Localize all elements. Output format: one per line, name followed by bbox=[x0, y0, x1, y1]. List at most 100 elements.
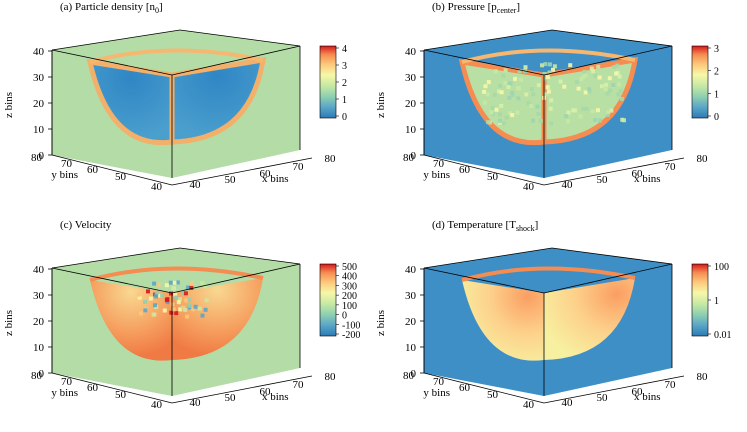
x-tick-label: 80 bbox=[697, 371, 709, 383]
speckle-cell bbox=[597, 75, 602, 80]
speckle-cell bbox=[542, 72, 547, 77]
top-face bbox=[424, 248, 672, 293]
speckle-cell bbox=[152, 281, 157, 286]
speckle-cell bbox=[154, 294, 158, 299]
speckle-cell bbox=[581, 106, 586, 111]
speckle-cell bbox=[137, 295, 142, 300]
speckle-cell bbox=[598, 118, 602, 123]
speckle-cell bbox=[171, 307, 176, 312]
x-tick-label: 80 bbox=[697, 153, 709, 165]
speckle-cell bbox=[499, 103, 504, 108]
speckle-cell bbox=[489, 110, 494, 115]
speckle-cell bbox=[543, 76, 548, 81]
y-tick-label: 80 bbox=[31, 152, 43, 164]
speckle-cell bbox=[494, 107, 499, 112]
x-tick-label: 40 bbox=[190, 397, 202, 409]
y-tick-label: 80 bbox=[31, 370, 43, 382]
cube-edge bbox=[179, 247, 301, 265]
shell-right bbox=[172, 278, 263, 360]
speckle-cell bbox=[617, 74, 622, 79]
colorbar-tick-label: 4 bbox=[342, 44, 347, 55]
speckle-cell bbox=[566, 119, 571, 124]
speckle-cell bbox=[596, 64, 601, 69]
speckle-cell bbox=[153, 303, 157, 308]
speckle-cell bbox=[203, 284, 208, 289]
z-tick-label: 30 bbox=[33, 72, 45, 84]
x-tick-label: 60 bbox=[632, 386, 644, 398]
y-tick-label: 40 bbox=[523, 399, 535, 411]
z-tick-label: 0 bbox=[411, 368, 417, 380]
speckle-cell bbox=[156, 282, 161, 287]
speckle-cell bbox=[523, 65, 528, 70]
cube-edge bbox=[551, 29, 673, 47]
shell-left bbox=[462, 280, 544, 361]
speckle-cell bbox=[596, 108, 600, 113]
speckle-cell bbox=[493, 69, 498, 74]
speckle-cell bbox=[612, 65, 617, 69]
panel-3: (c) Velocity 0 10 20 30 40 z bins 40 50 60 70 80 y b… bbox=[3, 219, 360, 411]
speckle-cell bbox=[507, 95, 512, 100]
speckle-cell bbox=[486, 120, 491, 125]
speckle-cell bbox=[516, 96, 521, 101]
y-axis-label: y bins bbox=[51, 169, 78, 181]
z-axis-label: z bins bbox=[375, 310, 387, 336]
speckle-cell bbox=[191, 307, 196, 312]
speckle-cell bbox=[501, 73, 506, 78]
speckle-cell bbox=[549, 98, 554, 103]
colorbar bbox=[319, 45, 337, 119]
speckle-cell bbox=[486, 80, 491, 85]
z-tick-label: 20 bbox=[405, 98, 417, 110]
speckle-cell bbox=[181, 290, 186, 295]
speckle-cell bbox=[187, 298, 192, 303]
speckle-cell bbox=[591, 69, 596, 74]
speckle-cell bbox=[538, 118, 543, 123]
speckle-cell bbox=[571, 108, 576, 113]
colorbar-tick-label: 2 bbox=[342, 78, 347, 89]
shell-rim bbox=[89, 48, 264, 64]
colorbar-tick-label: 3 bbox=[342, 61, 347, 72]
y-tick-label: 60 bbox=[87, 382, 99, 394]
z-axis-label: z bins bbox=[3, 92, 15, 118]
speckle-cell bbox=[137, 292, 141, 297]
speckle-cell bbox=[531, 118, 536, 123]
speckle-cell bbox=[504, 115, 509, 120]
colorbar-tick-label: 2 bbox=[714, 67, 719, 78]
colorbar bbox=[319, 263, 337, 337]
speckle-cell bbox=[506, 81, 511, 86]
speckle-cell bbox=[506, 85, 511, 90]
speckle-cell bbox=[482, 100, 487, 105]
y-tick-label: 80 bbox=[403, 370, 415, 382]
speckle-cell bbox=[558, 79, 563, 84]
x-axis-line bbox=[171, 157, 313, 186]
speckle-cell bbox=[197, 306, 202, 311]
speckle-cell bbox=[169, 310, 174, 315]
speckle-cell bbox=[485, 92, 490, 97]
z-tick-label: 0 bbox=[411, 150, 417, 162]
shell-rim bbox=[89, 266, 264, 282]
speckle-cell bbox=[619, 96, 624, 101]
z-tick-label: 40 bbox=[405, 46, 417, 58]
speckle-cell bbox=[544, 92, 549, 97]
speckle-cell bbox=[143, 308, 148, 313]
z-tick-label: 10 bbox=[33, 124, 45, 136]
x-axis-line bbox=[543, 375, 685, 404]
speckle-cell bbox=[190, 281, 195, 285]
speckle-cell bbox=[139, 311, 143, 316]
y-axis-line bbox=[423, 154, 545, 186]
speckle-cell bbox=[160, 293, 165, 298]
panel-title: (c) Velocity bbox=[60, 219, 112, 231]
z-tick-label: 0 bbox=[39, 368, 45, 380]
speckle-cell bbox=[548, 106, 553, 111]
speckle-cell bbox=[164, 283, 169, 288]
panel-title: (b) Pressure [pcenter] bbox=[432, 1, 520, 15]
colorbar-tick-label: -200 bbox=[342, 330, 360, 341]
z-tick-label: 30 bbox=[33, 290, 45, 302]
speckle-cell bbox=[510, 113, 515, 118]
speckle-cell bbox=[193, 304, 198, 309]
speckle-cell bbox=[508, 81, 513, 86]
speckle-cell bbox=[545, 85, 550, 90]
speckle-cell bbox=[203, 307, 208, 312]
z-tick-label: 30 bbox=[405, 72, 417, 84]
speckle-cell bbox=[578, 114, 583, 119]
